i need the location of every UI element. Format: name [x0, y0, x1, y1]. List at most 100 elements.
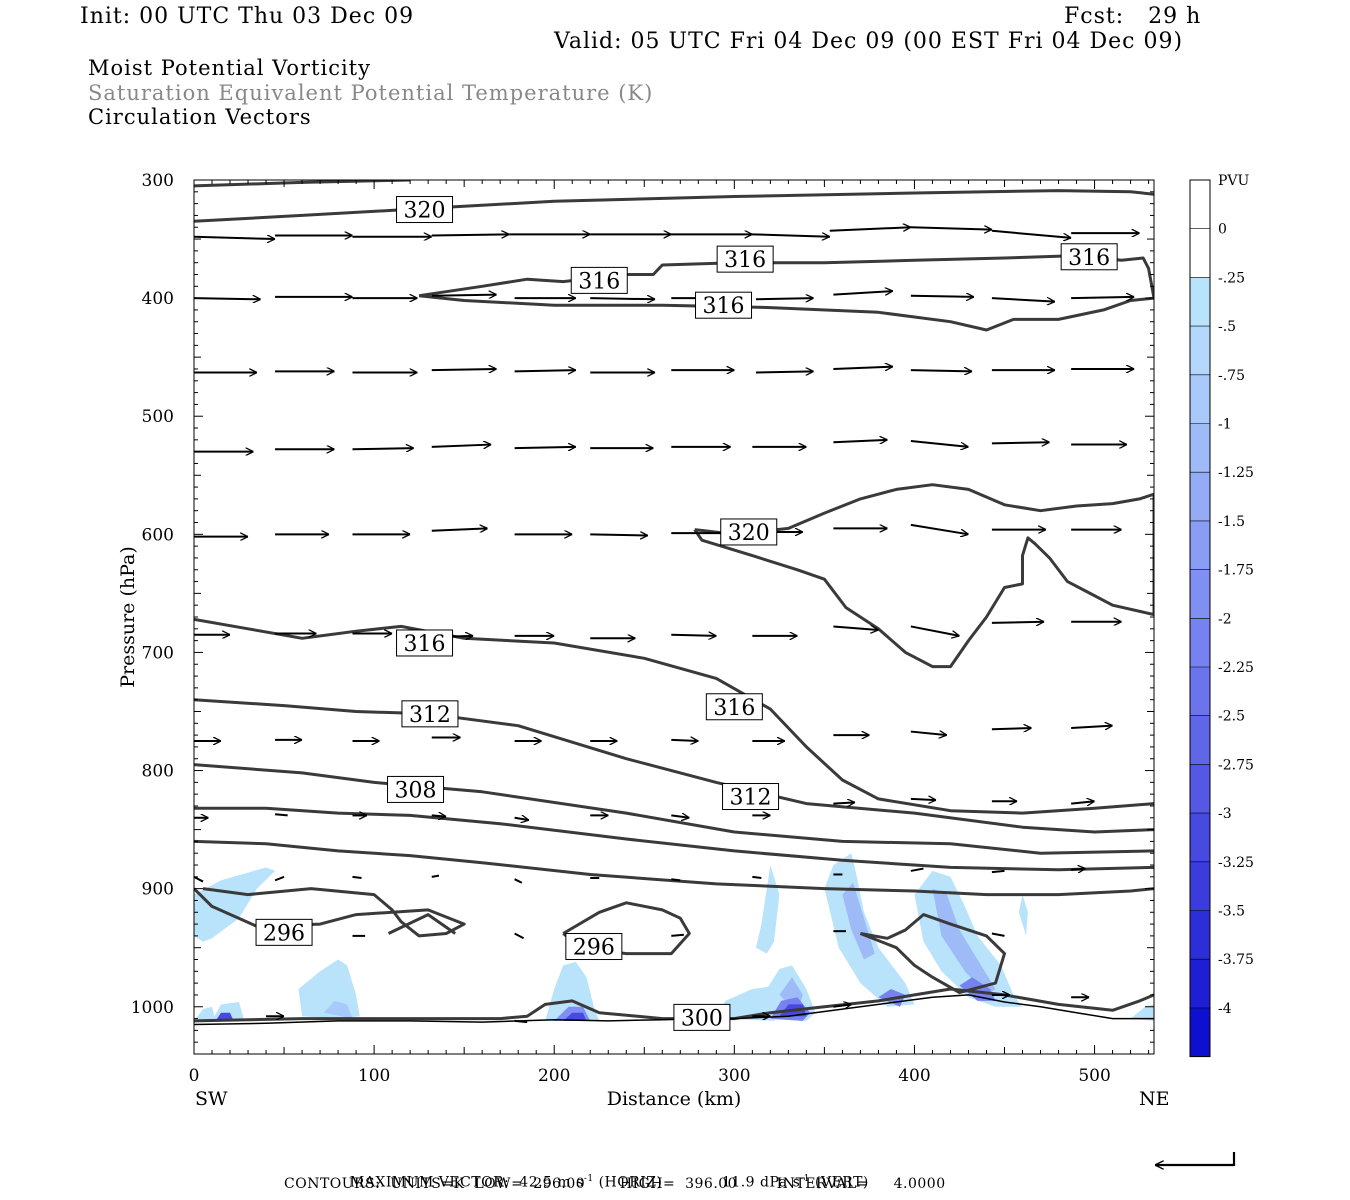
circulation-vector [991, 932, 1005, 937]
circulation-vector [910, 296, 974, 297]
colorbar-swatch [1190, 618, 1210, 667]
circulation-vector [752, 234, 829, 236]
circulation-vector [991, 869, 1005, 874]
circulation-vector [833, 440, 887, 442]
contour-label: 312 [730, 786, 772, 811]
contour-label: 316 [724, 248, 766, 273]
contour-label: 316 [1068, 246, 1110, 271]
circulation-vector [910, 227, 992, 229]
colorbar-label: -1 [1218, 417, 1232, 433]
circulation-vector [991, 229, 1071, 238]
contour-label-box [396, 196, 454, 224]
circulation-vector [910, 523, 969, 534]
init-time: Init: 00 UTC Thu 03 Dec 09 [80, 4, 415, 29]
surface-line-layer [194, 994, 1154, 1026]
valid-time: Valid: 05 UTC Fri 04 Dec 09 (00 EST Fri … [554, 29, 1184, 54]
circulation-vector [910, 625, 960, 635]
circulation-vector [671, 815, 689, 817]
colorbar-label: -1.75 [1218, 563, 1254, 579]
contour-label: 296 [573, 936, 615, 961]
contour-label-box [705, 693, 763, 721]
x-tick-label: 200 [538, 1066, 570, 1086]
y-tick-label: 900 [142, 880, 174, 900]
circulation-vector [352, 875, 362, 880]
colorbar-swatch [1190, 959, 1210, 1008]
contour-label: 296 [263, 921, 305, 946]
colorbar-swatch [1190, 667, 1210, 716]
circulation-vector [1071, 869, 1085, 870]
contour-label-box [396, 629, 454, 657]
forecast-hour: Fcst: 29 h [1064, 4, 1202, 29]
circulation-vector [833, 367, 892, 369]
colorbar-label: -2.25 [1218, 660, 1254, 676]
circulation-vector [671, 635, 716, 636]
colorbar-label: -.25 [1218, 270, 1245, 286]
colorbar-label: -2.5 [1218, 709, 1245, 725]
contour-label-box [565, 933, 623, 961]
theta-e-contour-layer [194, 180, 1154, 1023]
circulation-vector [431, 234, 509, 235]
theta-e-contour [194, 189, 1154, 223]
circulation-vector [431, 445, 491, 447]
contour-label-box [695, 291, 753, 319]
theta-e-contour [859, 913, 1006, 995]
contour-label: 316 [578, 269, 620, 294]
colorbar-label: -3.75 [1218, 952, 1254, 968]
circulation-vector [833, 802, 855, 803]
colorbar-label: -.5 [1218, 319, 1236, 335]
circulation-vector [431, 295, 497, 296]
circulation-vector [514, 878, 523, 884]
colorbar-swatch [1190, 813, 1210, 862]
circulation-vector [274, 813, 288, 817]
colorbar-label: 0 [1218, 222, 1227, 238]
circulation-vector [514, 1019, 528, 1024]
colorbar-swatch [1190, 910, 1210, 960]
contour-label-box [716, 245, 774, 273]
colorbar-swatch [1190, 1007, 1210, 1057]
reference-vector-icon [1155, 1152, 1236, 1166]
theta-e-contour [194, 617, 1154, 815]
circulation-vector [514, 932, 525, 940]
ne-label: NE [1139, 1088, 1170, 1110]
circulation-vector [1071, 297, 1134, 298]
x-tick-label: 100 [358, 1066, 390, 1086]
circulation-vector [910, 799, 936, 800]
contour-label: 320 [728, 521, 770, 546]
colorbar-label: -4 [1218, 1001, 1232, 1017]
colorbar-swatch [1190, 326, 1210, 375]
circulation-vector [1071, 801, 1094, 803]
circulation-vector [590, 298, 655, 299]
colorbar-swatch [1190, 374, 1210, 424]
y-tick-label: 400 [142, 289, 174, 309]
maxvec-vert-exponent: -1 [800, 1174, 811, 1184]
contour-label-box [570, 266, 628, 294]
theta-e-contour [194, 698, 1154, 834]
colorbar-swatch [1190, 764, 1210, 814]
colorbar-label: -1.5 [1218, 514, 1245, 530]
pv-region [1130, 1004, 1154, 1021]
colorbar-swatch [1190, 520, 1210, 570]
field-moist-pv: Moist Potential Vorticity [88, 56, 371, 80]
circulation-vector [671, 878, 681, 882]
colorbar-swatch [1190, 277, 1210, 327]
colorbar-label: -3.25 [1218, 855, 1254, 871]
colorbar-swatch [1190, 861, 1210, 911]
y-tick-label: 800 [142, 762, 174, 782]
contour-label-layer: 320 316 316 316 316 320 316 316 312 308 312 296 296 3… [255, 196, 1118, 1031]
contour-label: 316 [713, 696, 755, 721]
axes-layer: 300 400 500 600 700 800 900 1000 0 100 200 300 400 50… [131, 171, 1154, 1086]
theta-e-contour [194, 839, 1154, 897]
circulation-vector [193, 237, 275, 239]
circulation-vector [1071, 726, 1112, 728]
circulation-vector [193, 875, 204, 883]
circulation-vector [274, 875, 285, 882]
contour-label: 308 [395, 778, 437, 803]
pv-region [932, 888, 996, 995]
colorbar: PVU 0 -.25 -.5 -.75 -1 -1.25 -1.5 -1.75 -2 -2.25 -2… [1189, 173, 1254, 1058]
x-axis-label: Distance (km) [607, 1088, 742, 1110]
y-tick-label: 700 [142, 643, 174, 663]
contour-label-box [720, 518, 778, 546]
theta-e-contour [693, 483, 1154, 669]
circulation-vector [352, 448, 413, 449]
circulation-vector [910, 440, 969, 447]
